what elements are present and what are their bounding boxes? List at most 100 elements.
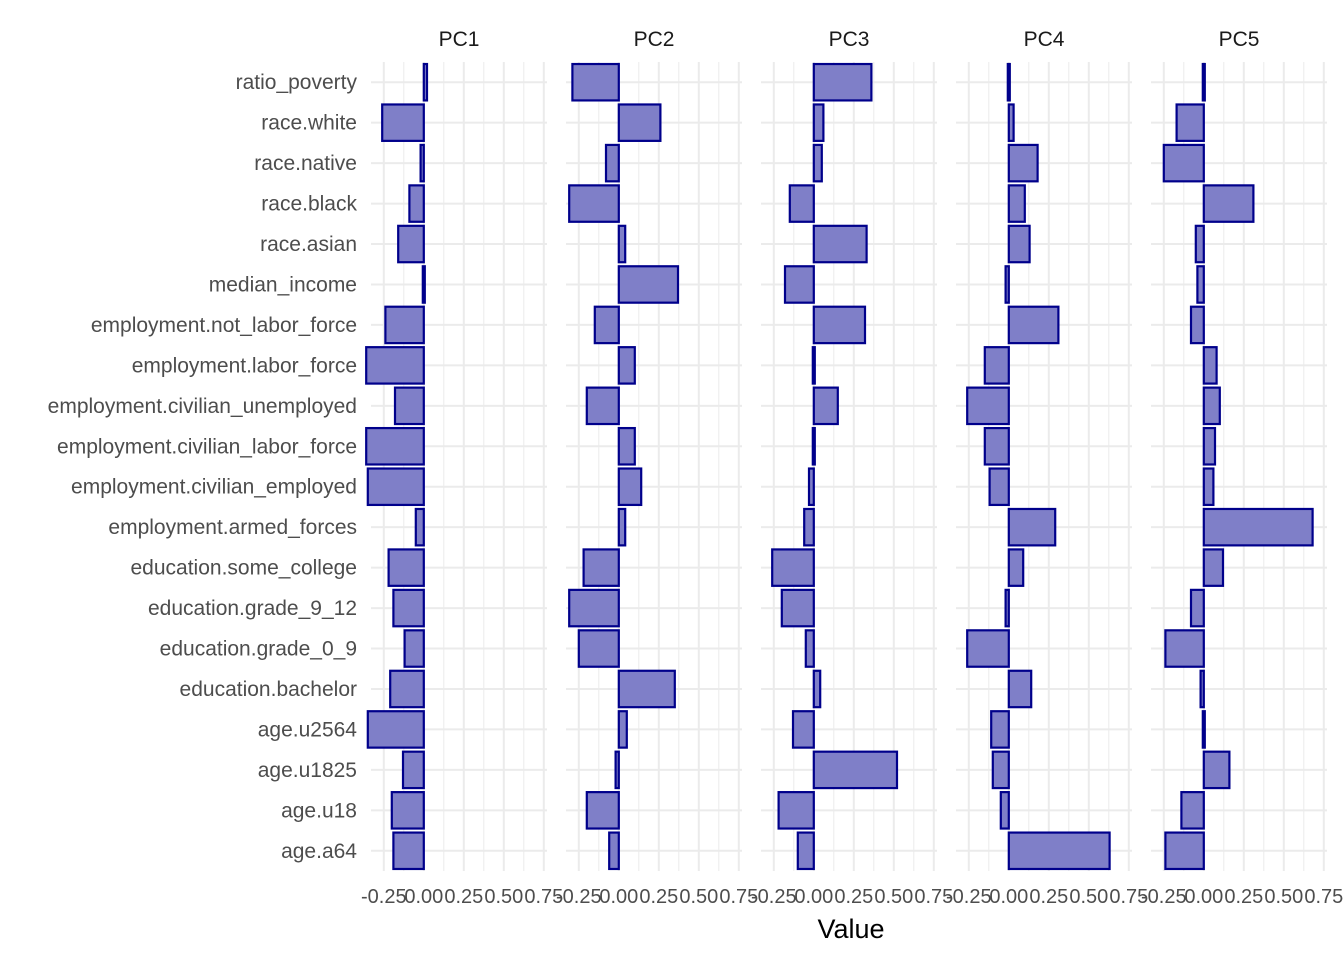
category-label: employment.labor_force (132, 354, 357, 377)
bar (1202, 386, 1221, 426)
category-label: education.bachelor (180, 678, 357, 701)
x-tick-label: 0.00 (404, 886, 443, 908)
x-tick-label: 0.25 (834, 886, 873, 908)
category-label: median_income (209, 273, 357, 296)
x-tick-label: 0.50 (1069, 886, 1108, 908)
category-label: race.white (261, 112, 357, 135)
x-tick-label: 0.25 (444, 886, 483, 908)
bar (422, 62, 429, 102)
x-tick-label: 0.50 (679, 886, 718, 908)
bar (780, 588, 815, 628)
bar (614, 750, 620, 790)
category-label: age.u18 (281, 799, 357, 822)
category-label: employment.armed_forces (108, 516, 357, 539)
bar (617, 265, 680, 304)
x-tick-label: -0.25 (556, 886, 602, 908)
bar (617, 507, 627, 547)
bar (966, 629, 1010, 668)
bar (401, 750, 425, 790)
bar (990, 710, 1010, 749)
bar (999, 791, 1010, 830)
facet-title: PC4 (1024, 28, 1065, 51)
bar (783, 265, 815, 304)
bar (812, 750, 899, 790)
bar (812, 386, 839, 426)
bar (419, 143, 425, 183)
x-tick-label: 0.50 (874, 886, 913, 908)
bar (1164, 831, 1205, 871)
category-label: race.native (254, 152, 357, 175)
category-label: ratio_poverty (236, 71, 358, 94)
bar (1199, 669, 1205, 709)
bar (381, 103, 425, 142)
category-label: employment.civilian_employed (71, 476, 357, 499)
bar (1202, 750, 1231, 790)
x-tick-label: 0.25 (1224, 886, 1263, 908)
bar (393, 386, 425, 426)
x-tick-label: 0.00 (794, 886, 833, 908)
x-tick-label: 0.75 (719, 886, 758, 908)
x-tick-label: -0.25 (1141, 886, 1187, 908)
bar (812, 62, 873, 102)
bar (1004, 588, 1010, 628)
bar (1201, 62, 1206, 102)
bar (1202, 507, 1314, 547)
category-label: age.u2564 (258, 718, 358, 741)
bar (365, 346, 425, 385)
bar (1007, 143, 1039, 183)
category-label: age.u1825 (258, 759, 357, 782)
bar (617, 224, 627, 264)
x-tick-label: -0.25 (751, 886, 797, 908)
category-label: employment.civilian_unemployed (48, 395, 357, 418)
bar (1004, 265, 1010, 304)
bar (617, 710, 628, 749)
bar (604, 143, 620, 183)
bar (966, 386, 1010, 426)
bar (812, 305, 867, 345)
category-label: age.a64 (281, 840, 357, 863)
bar (1196, 265, 1205, 304)
bar-layer (365, 62, 1314, 871)
x-tick-label: 0.75 (1109, 886, 1148, 908)
x-tick-label: 0.25 (639, 886, 678, 908)
bar (403, 629, 425, 668)
x-axis-title: Value (817, 914, 884, 944)
bar (1202, 467, 1215, 507)
x-tick-label: 0.50 (1264, 886, 1303, 908)
facet-title: PC3 (829, 28, 870, 51)
bar (804, 629, 815, 668)
bar (387, 548, 425, 587)
bar (593, 305, 620, 345)
bar (392, 588, 425, 628)
bar (983, 346, 1010, 385)
bar (771, 548, 815, 587)
category-label: education.grade_9_12 (148, 597, 357, 620)
bar (1180, 791, 1205, 830)
bar (568, 184, 620, 223)
bar (1202, 184, 1255, 223)
bar (365, 426, 425, 466)
bar (1007, 305, 1060, 345)
bar (1007, 224, 1031, 264)
x-tick-label: 0.50 (484, 886, 523, 908)
category-label: employment.civilian_labor_force (57, 435, 357, 458)
bar (585, 791, 620, 830)
x-tick-label: -0.25 (946, 886, 992, 908)
bar (988, 467, 1010, 507)
bar (384, 305, 425, 345)
bar (571, 62, 620, 102)
bar (983, 426, 1010, 466)
facet-title: PC2 (634, 28, 675, 51)
bar (1175, 103, 1205, 142)
bar (812, 669, 822, 709)
bar (1189, 588, 1205, 628)
bar (1202, 548, 1225, 587)
bar (366, 710, 425, 749)
bar (991, 750, 1010, 790)
x-tick-label: 0.75 (524, 886, 563, 908)
bar (1162, 143, 1205, 183)
x-tick-label: 0.75 (1304, 886, 1343, 908)
bar (791, 710, 815, 749)
